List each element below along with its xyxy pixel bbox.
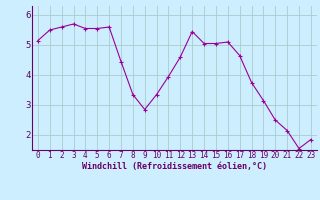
X-axis label: Windchill (Refroidissement éolien,°C): Windchill (Refroidissement éolien,°C) [82, 162, 267, 171]
